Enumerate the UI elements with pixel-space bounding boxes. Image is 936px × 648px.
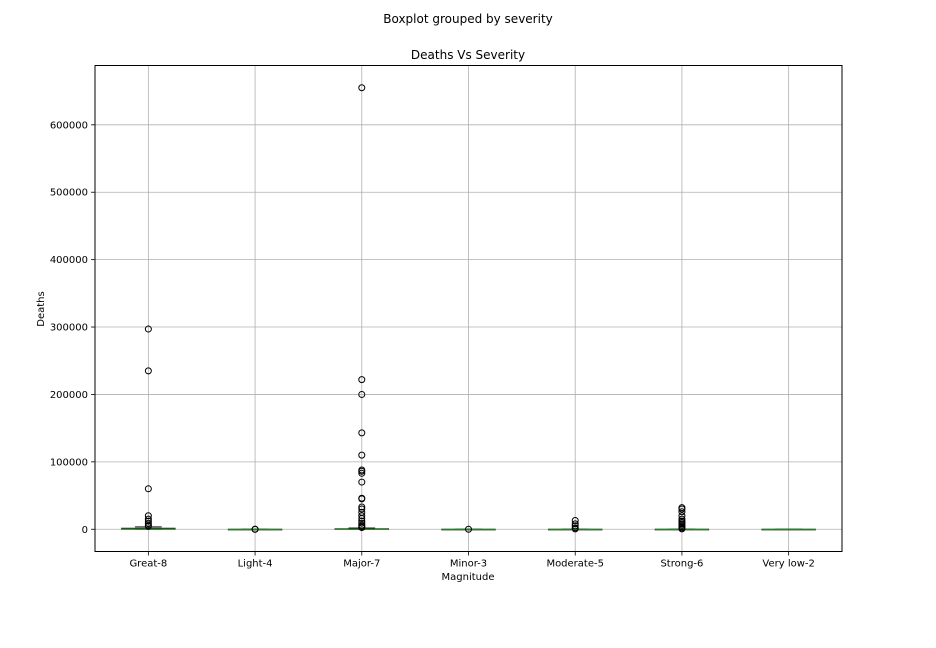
box-group [441,525,496,533]
outlier-point [358,495,366,503]
outlier-point [571,522,579,530]
x-tick-label: Strong-6 [660,559,703,570]
x-tick-label: Great-8 [129,559,167,570]
outlier-point [678,508,686,516]
x-tick-label: Light-4 [238,559,273,570]
outlier-point [678,512,686,520]
outlier-point [144,512,152,520]
outlier-point [571,520,579,528]
outlier-point [358,467,366,475]
x-tick-label: Major-7 [343,559,380,570]
outlier-point [358,478,366,486]
outlier-point [678,525,686,533]
outlier-point [144,522,152,530]
outlier-point [144,485,152,493]
outlier-point [144,517,152,525]
outlier-point [144,519,152,527]
outlier-point [358,451,366,459]
outlier-point [358,429,366,437]
y-tick-label: 100000 [50,457,88,468]
outlier-point [358,469,366,477]
y-tick-label: 600000 [50,120,88,131]
outlier-point [465,525,472,533]
box-group [334,84,389,532]
box-group [761,528,816,531]
outlier-point [358,390,366,398]
outlier-point [358,84,366,92]
box-group [227,525,283,533]
y-tick-label: 400000 [50,255,88,266]
outlier-point [358,524,366,532]
box-group [548,516,603,533]
x-tick-label: Very low-2 [762,559,814,570]
box-group [654,504,710,533]
outlier-point [358,519,366,527]
y-tick-label: 500000 [50,188,88,199]
chart-title: Deaths Vs Severity [411,48,525,62]
outlier-point [571,516,579,524]
outlier-point [358,514,366,522]
y-tick-label: 0 [82,525,88,536]
outlier-point [144,367,152,375]
x-tick-label: Minor-3 [450,559,487,570]
figure-suptitle: Boxplot grouped by severity [383,12,553,26]
outlier-point [144,325,152,333]
outlier-point [358,503,366,511]
y-tick-label: 300000 [50,323,88,334]
y-tick-label: 200000 [50,390,88,401]
box-group [121,325,176,530]
outlier-point [571,525,579,533]
outlier-point [358,376,366,384]
y-axis-label: Deaths [36,291,47,326]
outlier-point [358,512,366,520]
x-tick-label: Moderate-5 [546,559,604,570]
x-axis-label: Magnitude [442,572,495,583]
outlier-point [678,505,686,513]
outlier-point [251,525,259,533]
outlier-point [358,505,366,513]
